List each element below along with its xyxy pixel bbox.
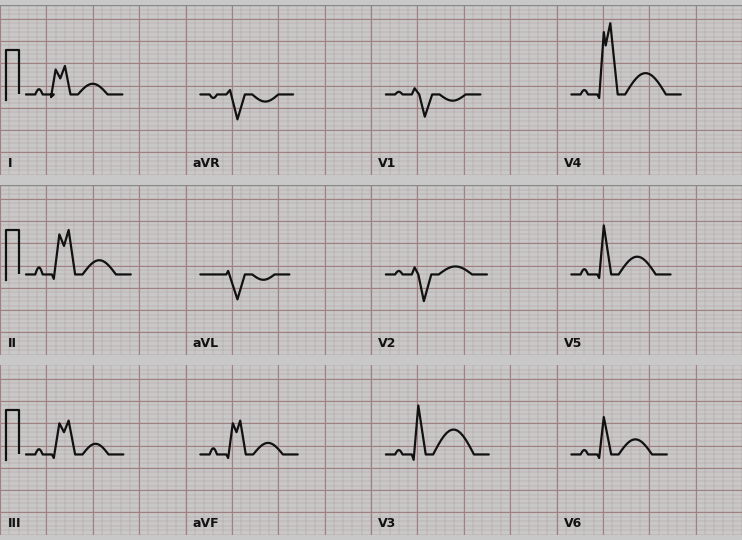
Text: V4: V4 bbox=[564, 157, 582, 170]
Text: I: I bbox=[7, 157, 12, 170]
Text: V6: V6 bbox=[564, 517, 582, 530]
Text: aVR: aVR bbox=[193, 157, 220, 170]
Text: V5: V5 bbox=[564, 337, 582, 350]
Text: III: III bbox=[7, 517, 21, 530]
Text: V1: V1 bbox=[378, 157, 397, 170]
Text: V3: V3 bbox=[378, 517, 397, 530]
Text: V2: V2 bbox=[378, 337, 397, 350]
Text: aVF: aVF bbox=[193, 517, 220, 530]
Text: aVL: aVL bbox=[193, 337, 219, 350]
Text: II: II bbox=[7, 337, 16, 350]
